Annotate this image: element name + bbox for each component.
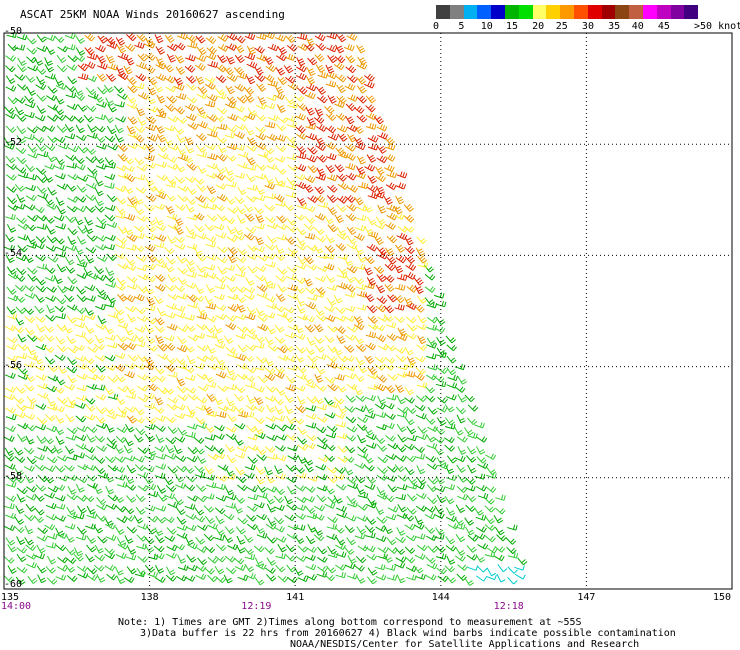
colorbar-swatch: [657, 5, 671, 19]
colorbar-swatch: [643, 5, 657, 19]
lat-label: -60: [4, 579, 22, 590]
colorbar-label: 45: [658, 21, 670, 32]
note-line-3: NOAA/NESDIS/Center for Satellite Applica…: [290, 639, 639, 650]
colorbar-swatch: [450, 5, 464, 19]
time-label: 14:00: [1, 601, 31, 612]
wind-barb-group: [78, 32, 424, 312]
lat-label: -56: [4, 360, 22, 371]
colorbar-label: >50 knots: [694, 21, 740, 32]
wind-barbs-layer: [4, 32, 527, 586]
colorbar-label: 5: [458, 21, 464, 32]
colorbar-label: 25: [556, 21, 568, 32]
wind-speed-colorbar: [436, 5, 698, 19]
lat-label: -58: [4, 471, 22, 482]
colorbar-swatch: [436, 5, 450, 19]
time-label: 12:19: [241, 601, 271, 612]
wind-barb-group: [468, 564, 526, 584]
colorbar-swatch: [491, 5, 505, 19]
colorbar-swatch: [574, 5, 588, 19]
note-line-2: 3)Data buffer is 22 hrs from 20160627 4)…: [140, 628, 676, 639]
lon-label: 141: [286, 592, 304, 603]
wind-barb-group: [4, 77, 427, 484]
colorbar-labels: 0 5 10 15 20 25 30 35 40 45 >50 knots: [436, 21, 740, 33]
lon-label: 138: [141, 592, 159, 603]
lon-label: 150: [713, 592, 731, 603]
colorbar-swatch: [602, 5, 616, 19]
lon-label: 144: [432, 592, 450, 603]
colorbar-swatch: [560, 5, 574, 19]
colorbar-swatch: [684, 5, 698, 19]
colorbar-swatch: [588, 5, 602, 19]
colorbar-swatch: [519, 5, 533, 19]
colorbar-swatch: [464, 5, 478, 19]
lat-label: -50: [4, 26, 22, 37]
colorbar-swatch: [533, 5, 547, 19]
colorbar-swatch: [671, 5, 685, 19]
lat-label: -52: [4, 137, 22, 148]
colorbar-label: 30: [582, 21, 594, 32]
colorbar-label: 10: [481, 21, 493, 32]
colorbar-swatch: [477, 5, 491, 19]
colorbar-label: 0: [433, 21, 439, 32]
time-label: 12:18: [494, 601, 524, 612]
lat-label: -54: [4, 248, 22, 259]
lon-label: 147: [577, 592, 595, 603]
colorbar-swatch: [615, 5, 629, 19]
map-title: ASCAT 25KM NOAA Winds 20160627 ascending: [20, 8, 285, 21]
note-line-1: Note: 1) Times are GMT 2)Times along bot…: [118, 617, 582, 628]
colorbar-label: 40: [632, 21, 644, 32]
colorbar-swatch: [546, 5, 560, 19]
colorbar-label: 35: [608, 21, 620, 32]
colorbar-label: 15: [506, 21, 518, 32]
colorbar-swatch: [505, 5, 519, 19]
colorbar-swatch: [629, 5, 643, 19]
colorbar-label: 20: [532, 21, 544, 32]
